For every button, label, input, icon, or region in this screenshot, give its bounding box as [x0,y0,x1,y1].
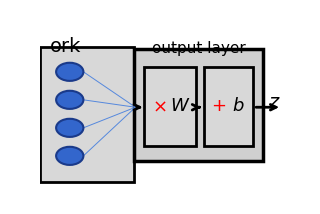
Text: $+$: $+$ [211,97,226,115]
Text: ork: ork [50,37,81,56]
Circle shape [56,91,84,109]
FancyBboxPatch shape [204,67,253,146]
FancyBboxPatch shape [40,47,134,182]
Circle shape [56,147,84,165]
FancyBboxPatch shape [144,67,196,146]
Text: $\mathbf{\mathit{b}}$: $\mathbf{\mathit{b}}$ [232,97,245,115]
Text: $\times$: $\times$ [152,97,166,115]
Circle shape [56,119,84,137]
Circle shape [56,63,84,81]
FancyBboxPatch shape [134,49,263,161]
Text: output layer: output layer [152,40,245,55]
Text: $\mathbf{\mathit{W}}$: $\mathbf{\mathit{W}}$ [170,97,190,115]
Text: $\mathbf{\mathit{z}}$: $\mathbf{\mathit{z}}$ [268,93,281,112]
